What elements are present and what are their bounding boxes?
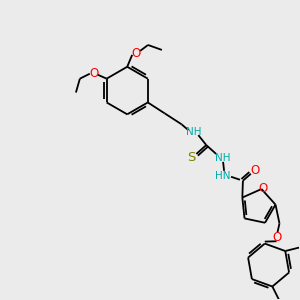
Text: O: O (250, 164, 260, 177)
Text: NH: NH (215, 153, 231, 163)
Text: HN: HN (215, 171, 231, 181)
Text: S: S (187, 152, 196, 164)
Text: NH: NH (186, 127, 201, 137)
Text: O: O (131, 47, 141, 60)
Text: O: O (259, 182, 268, 194)
Text: O: O (272, 231, 281, 244)
Text: O: O (89, 67, 98, 80)
